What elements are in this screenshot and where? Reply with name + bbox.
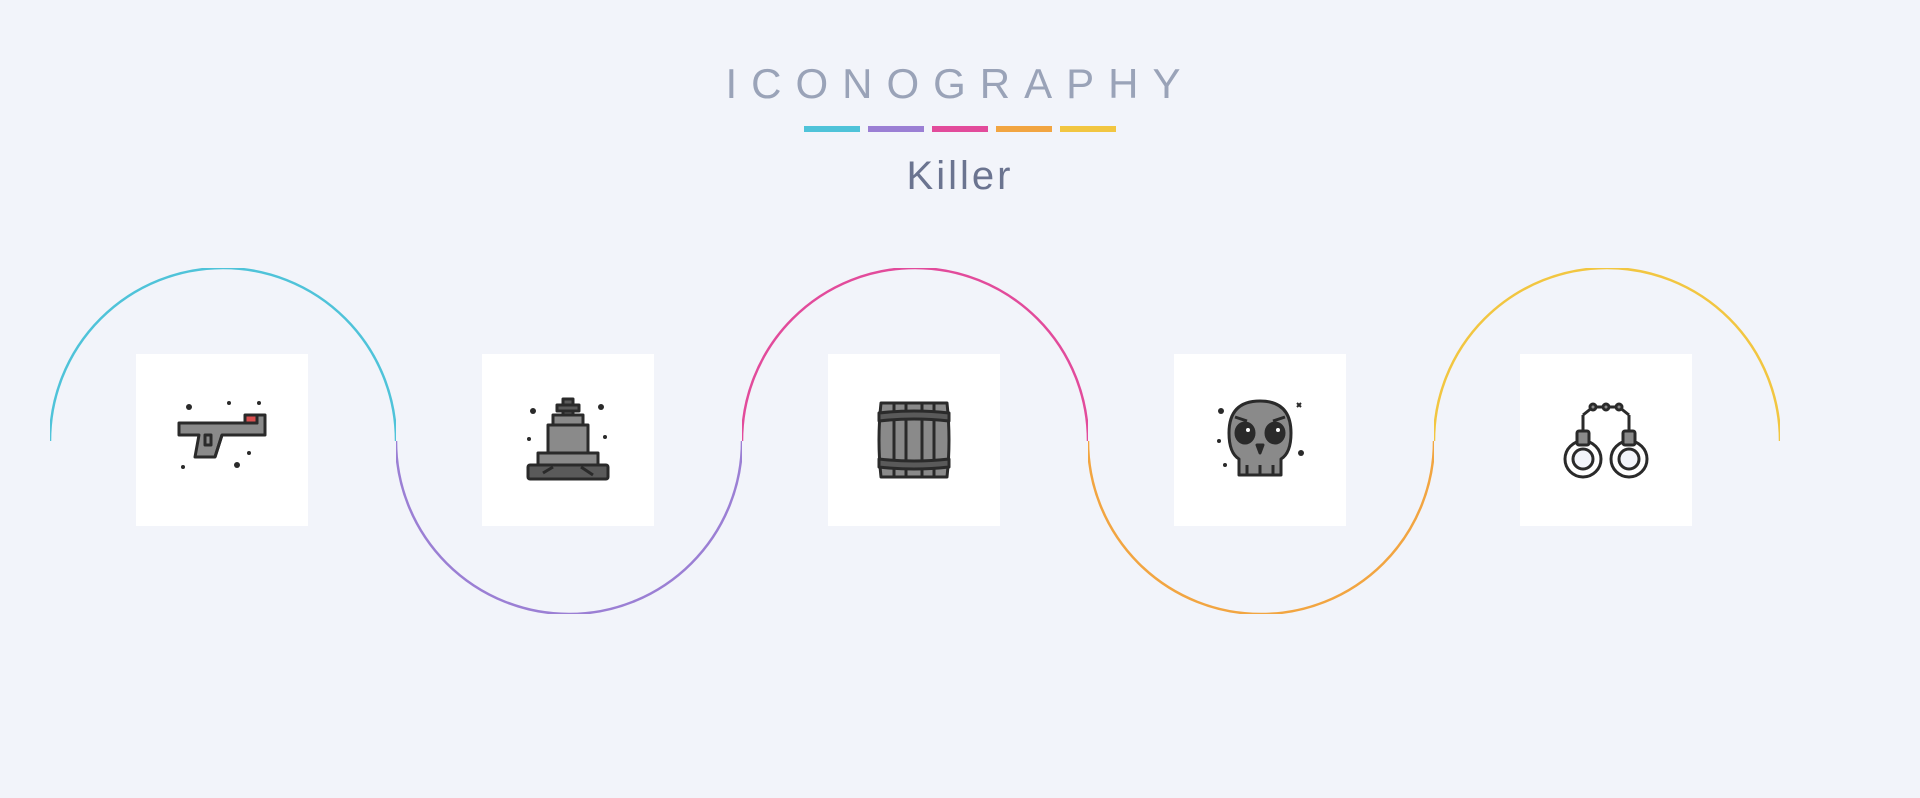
gun-icon [167,385,277,495]
color-bar-1 [804,126,860,132]
skull-icon [1205,385,1315,495]
color-bar-3 [932,126,988,132]
subtitle: Killer [0,154,1920,199]
color-bars [0,126,1920,132]
barrel-icon [859,385,969,495]
icon-row [0,354,1920,694]
icon-card-skull [1174,354,1346,526]
gravestone-icon [513,385,623,495]
color-bar-2 [868,126,924,132]
icon-card-handcuffs [1520,354,1692,526]
handcuffs-icon [1551,385,1661,495]
icon-card-gun [136,354,308,526]
icon-card-barrel [828,354,1000,526]
icon-card-gravestone [482,354,654,526]
brand-title: ICONOGRAPHY [0,60,1920,108]
header: ICONOGRAPHY Killer [0,0,1920,199]
color-bar-5 [1060,126,1116,132]
color-bar-4 [996,126,1052,132]
